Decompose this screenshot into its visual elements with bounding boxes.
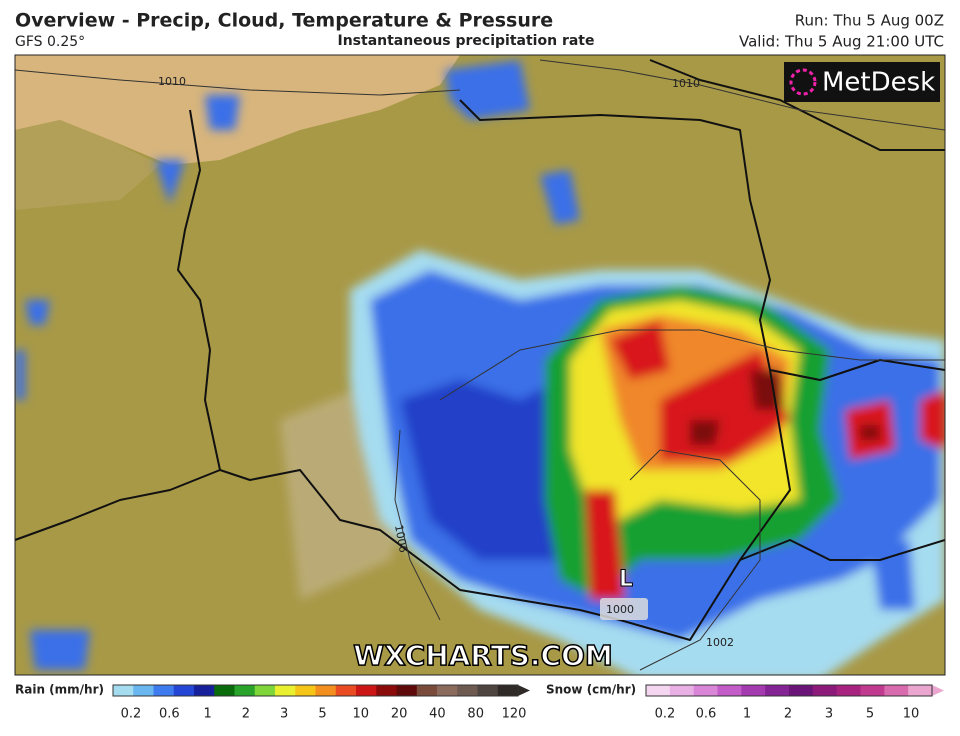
legend-swatch xyxy=(477,685,499,696)
isobar-label: 1000 xyxy=(606,603,634,616)
legend-swatch xyxy=(765,685,790,696)
legend-swatch xyxy=(437,685,458,696)
legend-tick-label: 3 xyxy=(280,707,288,722)
legend-tick-label: 5 xyxy=(318,707,326,722)
low-label: L xyxy=(619,567,633,592)
rain-legend-title: Rain (mm/hr) xyxy=(15,683,104,697)
legend-swatch xyxy=(133,685,154,696)
legend-swatch xyxy=(717,685,742,696)
logo: MetDesk xyxy=(822,68,935,98)
legend-tick-label: 120 xyxy=(502,707,527,722)
legend-frame xyxy=(645,684,933,697)
legend-tick-label: 2 xyxy=(242,707,250,722)
legend-swatch xyxy=(275,685,296,696)
legend-swatch xyxy=(214,685,235,696)
subtitle: Instantaneous precipitation rate xyxy=(338,33,595,49)
legend-swatch xyxy=(335,685,357,696)
isobar-label: 1010 xyxy=(672,77,700,90)
legend-tick-label: 10 xyxy=(353,707,370,722)
legend-swatch xyxy=(315,685,337,696)
legend-tick-label: 1 xyxy=(203,707,211,722)
legend-swatch xyxy=(836,685,861,696)
isobar-label: 1002 xyxy=(706,636,734,649)
watermark: WXCHARTS.COM xyxy=(353,639,613,672)
isobar-label: 1010 xyxy=(158,75,186,88)
legend-frame xyxy=(112,684,519,697)
legend: 0.2 0.6 1 2 3 5 10 20 40 80 120 0.2 0.6 1 2 3 5 10 xyxy=(112,684,944,722)
legend-swatch xyxy=(884,685,909,696)
legend-swatch xyxy=(812,685,838,696)
isobar-label: 1006 xyxy=(392,524,410,554)
legend-tick-label: 0.6 xyxy=(696,707,717,722)
legend-swatch xyxy=(113,685,134,696)
legend-swatch xyxy=(356,685,377,696)
legend-swatch xyxy=(396,685,418,696)
legend-swatch xyxy=(254,685,276,696)
legend-tick-label: 5 xyxy=(866,707,874,722)
legend-swatch xyxy=(693,685,718,696)
legend-swatch xyxy=(295,685,316,696)
legend-swatch xyxy=(153,685,175,696)
legend-tick-label: 10 xyxy=(903,707,920,722)
legend-tick-label: 40 xyxy=(429,707,446,722)
legend-tick-label: 0.2 xyxy=(655,707,676,722)
model: GFS 0.25° xyxy=(15,34,85,50)
legend-swatch xyxy=(789,685,814,696)
legend-swatch xyxy=(457,685,478,696)
map: 1010 1010 1006 1000 1002 L MetDesk WXCHA… xyxy=(15,55,945,675)
legend-swatch xyxy=(646,685,671,696)
legend-tick-label: 0.6 xyxy=(159,707,180,722)
valid: Valid: Thu 5 Aug 21:00 UTC xyxy=(739,33,944,51)
legend-tick-label: 3 xyxy=(825,707,833,722)
legend-arrow xyxy=(518,685,530,696)
legend-arrow xyxy=(932,685,944,696)
legend-swatch xyxy=(908,685,933,696)
legend-tick-label: 0.2 xyxy=(121,707,142,722)
legend-tick-label: 1 xyxy=(743,707,751,722)
run: Run: Thu 5 Aug 00Z xyxy=(795,12,944,30)
legend-swatch xyxy=(173,685,195,696)
title: Overview - Precip, Cloud, Temperature & … xyxy=(15,10,553,32)
legend-tick-label: 20 xyxy=(391,707,408,722)
legend-swatch xyxy=(234,685,256,696)
legend-swatch xyxy=(741,685,766,696)
legend-swatch xyxy=(416,685,438,696)
legend-swatch xyxy=(376,685,397,696)
legend-swatch xyxy=(497,685,519,696)
legend-swatch xyxy=(194,685,215,696)
legend-tick-label: 2 xyxy=(784,707,792,722)
legend-tick-label: 80 xyxy=(467,707,484,722)
snow-legend-title: Snow (cm/hr) xyxy=(546,683,636,697)
legend-swatch xyxy=(860,685,885,696)
legend-swatch xyxy=(669,685,695,696)
